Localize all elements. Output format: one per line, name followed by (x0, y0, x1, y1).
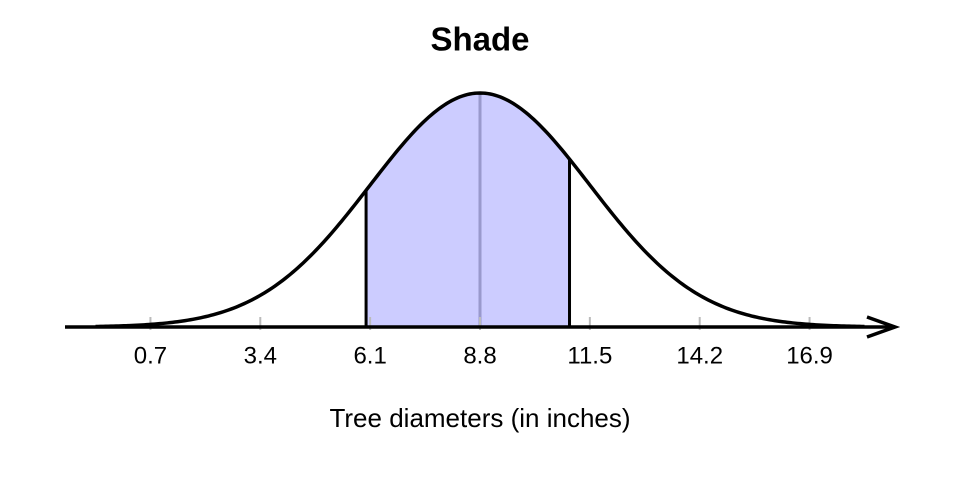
axis-arrow (866, 315, 901, 339)
x-axis-label: Tree diameters (in inches) (329, 403, 630, 433)
x-tick-label: 3.4 (244, 342, 277, 369)
x-tick-label: 16.9 (786, 342, 833, 369)
x-tick-label: 0.7 (134, 342, 167, 369)
chart-title: Shade (430, 21, 529, 58)
x-tick-label: 14.2 (676, 342, 723, 369)
x-tick-label: 8.8 (463, 342, 496, 369)
x-tick-label: 11.5 (567, 342, 612, 369)
x-tick-label: 6.1 (353, 342, 386, 369)
shaded-area (366, 93, 570, 327)
density-curve (95, 91, 865, 329)
